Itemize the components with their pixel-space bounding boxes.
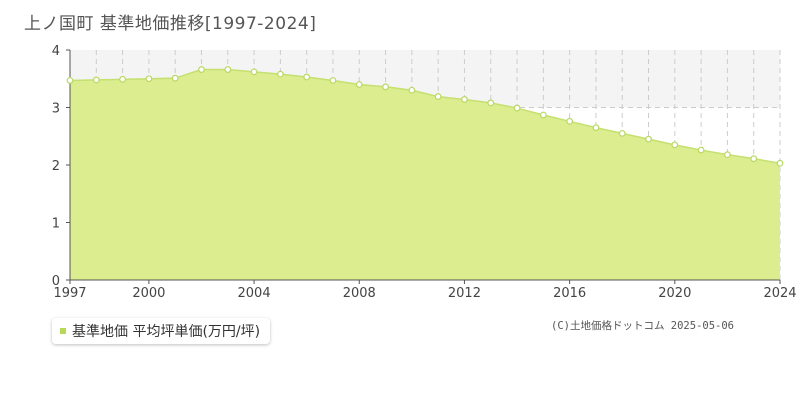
data-point: [198, 66, 205, 73]
data-point: [224, 66, 232, 73]
data-point: [171, 74, 179, 82]
data-points: [66, 66, 784, 167]
axes: [66, 49, 781, 284]
data-point: [724, 151, 731, 159]
data-point: [66, 77, 74, 84]
area-series: [69, 68, 781, 280]
copyright-text: (C)土地価格ドットコム 2025-05-06: [551, 320, 735, 332]
data-point: [250, 68, 258, 76]
data-point: [776, 159, 784, 167]
x-tick-label: 1997: [53, 286, 86, 301]
x-tick-label: 2024: [763, 286, 796, 301]
data-point: [119, 75, 126, 83]
data-point: [382, 83, 389, 91]
data-point: [566, 117, 574, 125]
x-tick-label: 2004: [238, 286, 271, 301]
y-tick-label: 2: [52, 159, 60, 174]
series-line: [69, 68, 781, 165]
data-point: [303, 73, 311, 81]
x-tick-label: 2008: [343, 286, 376, 301]
legend-label: 基準地価 平均坪単価(万円/坪): [72, 324, 261, 340]
x-tick-label: 2012: [448, 286, 481, 301]
x-tick-label: 2020: [658, 286, 691, 301]
data-point: [645, 135, 652, 143]
data-point: [618, 129, 626, 137]
x-tick-label: 2016: [553, 286, 586, 301]
page-title: 上ノ国町 基準地価推移[1997-2024]: [24, 14, 317, 34]
y-tick-label: 0: [52, 274, 60, 289]
data-point: [276, 70, 284, 78]
y-tick-label: 3: [52, 102, 60, 117]
data-point: [145, 75, 153, 83]
legend-swatch: [60, 328, 66, 334]
data-point: [408, 86, 416, 94]
data-point: [434, 93, 442, 100]
data-point: [592, 124, 600, 132]
data-point: [697, 146, 705, 154]
tick-labels: 0 1 2 3 4 1997 2000 2004 2008 2012 2016 2020 2024: [52, 44, 797, 301]
data-point: [461, 96, 468, 103]
data-point: [329, 77, 337, 84]
data-point: [750, 155, 758, 163]
data-point: [92, 76, 100, 84]
data-point: [355, 81, 363, 88]
data-point: [671, 141, 679, 149]
y-tick-label: 4: [52, 44, 60, 59]
x-tick-label: 2000: [132, 286, 165, 301]
data-point: [487, 99, 495, 107]
legend: 基準地価 平均坪単価(万円/坪): [52, 318, 271, 344]
data-point: [539, 111, 547, 119]
data-point: [513, 104, 521, 112]
y-tick-label: 1: [52, 217, 60, 232]
area-fill: [70, 69, 780, 280]
